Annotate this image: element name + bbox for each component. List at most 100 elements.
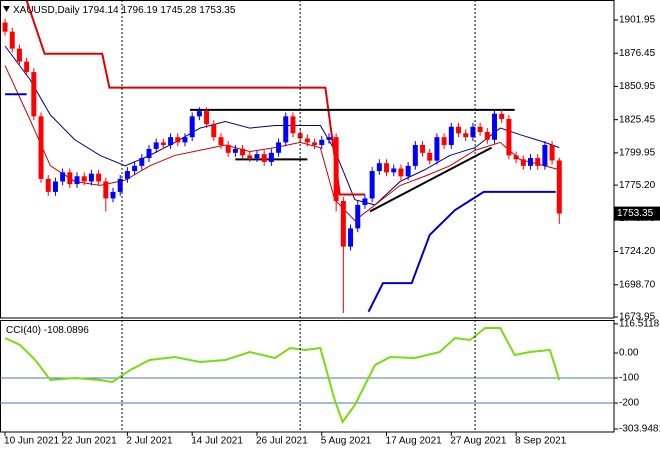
last-open: 1794.14	[82, 5, 119, 16]
candle-body	[484, 131, 490, 140]
candle-body	[542, 144, 548, 166]
indicator-tick-label: -100	[619, 373, 639, 384]
overlay-line	[369, 146, 493, 213]
indicator-plot	[0, 327, 614, 425]
candle-body	[412, 144, 418, 166]
candle-body	[362, 198, 368, 205]
candle-body	[139, 158, 145, 166]
y-tick-label: 1775.20	[619, 180, 656, 191]
indicator-line	[4, 327, 561, 425]
y-tick-label: 1698.70	[619, 279, 656, 290]
chart-header: XAUUSD,Daily 1794.14 1796.19 1745.28 175…	[13, 5, 236, 16]
candle-body	[290, 116, 296, 134]
y-tick-label: 1673.95	[619, 312, 656, 323]
indicator-pane	[0, 320, 615, 433]
x-tick-label: 22 Jun 2021	[62, 436, 117, 447]
candle-body	[247, 155, 253, 159]
candle-body	[297, 133, 303, 139]
indicator-tick-label: -200	[619, 398, 639, 409]
candle-body	[355, 204, 361, 229]
candle-body	[74, 176, 80, 185]
candle-body	[499, 113, 505, 119]
candle-body	[391, 168, 397, 173]
candle-body	[441, 137, 447, 145]
candle-body	[434, 137, 440, 161]
candle-body	[24, 61, 30, 73]
candle-body	[16, 48, 22, 62]
candle-body	[2, 22, 8, 32]
candle-body	[470, 126, 476, 138]
x-tick-label: 2 Jul 2021	[126, 436, 173, 447]
price-tag	[614, 206, 660, 221]
candle-body	[240, 148, 246, 156]
y-tick-label: 1799.95	[619, 148, 656, 159]
candle-body	[88, 173, 94, 182]
candle-body	[312, 142, 318, 145]
x-tick-label: 5 Aug 2021	[321, 436, 372, 447]
candle-body	[319, 139, 325, 145]
candle-body	[81, 176, 87, 182]
candle-body	[456, 126, 462, 134]
candle-body	[182, 137, 188, 143]
candle-body	[225, 144, 231, 153]
candle-body	[117, 178, 123, 192]
candle-body	[146, 148, 152, 159]
symbol-icon	[3, 6, 10, 12]
indicator-header: CCI(40) -108.0896	[6, 325, 89, 336]
y-tick-label: 1825.45	[619, 114, 656, 125]
candle-body	[168, 137, 174, 145]
candle-body	[369, 171, 375, 199]
indicator-last: -108.0896	[44, 325, 89, 336]
x-tick-label: 8 Sep 2021	[515, 436, 567, 447]
candle-body	[398, 168, 404, 177]
candle-body	[520, 159, 526, 166]
candle-body	[52, 181, 58, 192]
candle-body	[420, 144, 426, 153]
candle-body	[60, 172, 66, 182]
overlay-line	[25, 0, 365, 196]
candle-body	[232, 148, 238, 153]
candle-body	[477, 126, 483, 132]
indicator-tick-label: -303.9481	[619, 424, 660, 435]
candle-body	[132, 165, 138, 172]
last-high: 1796.19	[121, 5, 158, 16]
x-tick-label: 14 Jul 2021	[191, 436, 243, 447]
candle-body	[196, 111, 202, 117]
candle-body	[326, 137, 332, 140]
candle-body	[340, 201, 346, 247]
candle-body	[103, 181, 109, 199]
indicator-tick-label: 0.00	[619, 348, 639, 359]
candle-body	[96, 173, 102, 182]
candle-body	[528, 158, 534, 166]
y-tick-label: 1850.95	[619, 81, 656, 92]
x-tick-label: 17 Aug 2021	[386, 436, 443, 447]
candle-body	[124, 171, 130, 179]
y-tick-label: 1724.20	[619, 246, 656, 257]
candle-body	[348, 228, 354, 247]
candle-body	[153, 142, 159, 149]
last-close: 1753.35	[199, 5, 236, 16]
candle-body	[463, 133, 469, 138]
candle-body	[45, 178, 51, 192]
indicator-tick-label: 116.5118	[619, 319, 660, 330]
candle-body	[556, 160, 562, 214]
main-pane	[0, 0, 615, 319]
candle-body	[268, 152, 274, 162]
x-tick-label: 10 Jun 2021	[4, 436, 59, 447]
candle-body	[254, 154, 260, 159]
candle-body	[492, 113, 498, 140]
candle-body	[189, 116, 195, 138]
candle-body	[67, 172, 73, 185]
candle-body	[261, 154, 267, 162]
candle-body	[513, 155, 519, 160]
candle-body	[31, 72, 37, 117]
candle-body	[9, 31, 15, 49]
last-low: 1745.28	[160, 5, 197, 16]
price-tag-label: 1753.35	[617, 208, 654, 219]
candle-body	[38, 116, 44, 179]
x-tick-label: 27 Aug 2021	[450, 436, 507, 447]
overlay-line	[5, 93, 556, 313]
candle-body	[506, 118, 512, 156]
